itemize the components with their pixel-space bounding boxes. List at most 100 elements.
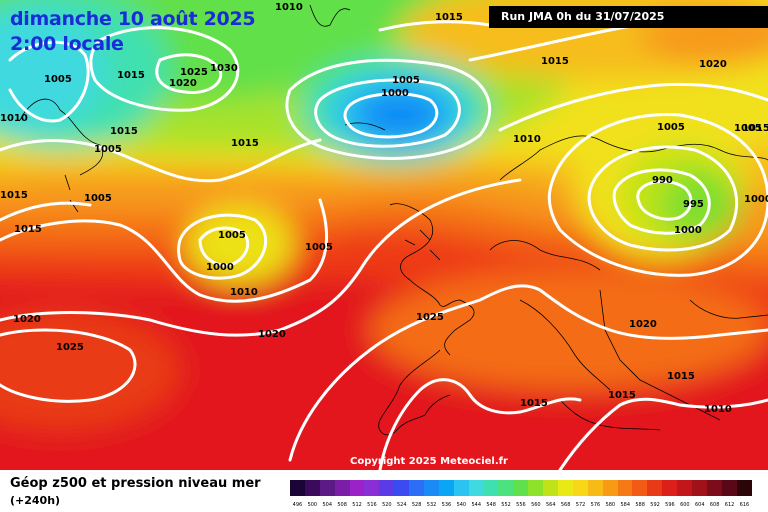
legend-tick-label: 504	[322, 502, 333, 508]
legend-tick-label: 532	[426, 502, 437, 508]
isobar-label: 1025	[56, 342, 84, 353]
forecast-local-time: 2:00 locale	[10, 33, 124, 55]
legend-swatch	[617, 480, 633, 496]
footer-bar: Géop z500 et pression niveau mer (+240h)…	[0, 470, 768, 512]
legend-swatch	[319, 480, 335, 496]
legend-swatch	[394, 480, 410, 496]
legend-swatch	[736, 480, 752, 496]
legend-tick-label: 508	[337, 502, 347, 508]
isobar-label: 1010	[704, 404, 732, 415]
legend-swatch	[290, 480, 305, 496]
isobar-label: 1010	[0, 113, 28, 124]
legend-color-bar	[290, 480, 752, 496]
isobar-label: 1020	[699, 59, 727, 70]
isobar-label: 1005	[94, 144, 122, 155]
legend-swatch	[468, 480, 484, 496]
legend-tick-label: 568	[560, 502, 571, 508]
legend-swatch	[349, 480, 365, 496]
legend-swatch	[364, 480, 380, 496]
legend-tick-label: 604	[694, 502, 705, 508]
isobar-label: 1025	[180, 67, 208, 78]
legend-tick-label: 572	[575, 502, 586, 508]
isobar-label: 990	[652, 175, 673, 186]
isobar-label: 1020	[13, 314, 41, 325]
legend-swatch	[632, 480, 648, 496]
legend-tick-label: 580	[605, 502, 616, 508]
legend-tick-label: 592	[650, 502, 660, 508]
legend-tick-label: 520	[382, 502, 392, 508]
legend-tick-label: 584	[620, 502, 631, 508]
isobar-label: 1020	[629, 319, 657, 330]
isobar-label: 1015	[608, 390, 636, 401]
isobar-label: 1020	[258, 329, 286, 340]
isobar-label: 995	[683, 199, 704, 210]
legend-tick-label: 512	[352, 502, 362, 508]
coastlines	[19, 4, 768, 436]
isobar-label: 1010	[230, 287, 258, 298]
legend-swatch	[677, 480, 693, 496]
legend-tick-label: 516	[367, 502, 377, 508]
legend-swatch	[334, 480, 350, 496]
isobar-label: 1000	[381, 88, 409, 99]
legend-tick-label: 616	[739, 502, 750, 508]
legend-swatch	[304, 480, 320, 496]
isobar-label: 1010	[513, 134, 541, 145]
isobar-label: 1000	[674, 225, 702, 236]
legend-tick-label: 588	[635, 502, 645, 508]
isobar-label: 1005	[218, 230, 246, 241]
geopotential-map: 1010 1015 1015 1005 1015 1020 1025 1030 …	[0, 0, 768, 470]
pressure-labels: 1010 1015 1015 1005 1015 1020 1025 1030 …	[0, 2, 768, 415]
isobar-label: 1015	[110, 126, 138, 137]
chart-title: Géop z500 et pression niveau mer	[10, 476, 261, 491]
legend-tick-label: 540	[456, 502, 467, 508]
isobars	[0, 15, 768, 470]
legend-tick-label: 612	[724, 502, 735, 508]
isobar-label: 1015	[231, 138, 259, 149]
legend-tick-label: 556	[516, 502, 526, 508]
legend-tick-label: 608	[709, 502, 720, 508]
forecast-date: dimanche 10 août 2025	[10, 8, 256, 30]
isobar-label: 1015	[0, 190, 28, 201]
isobar-label: 1005	[392, 75, 420, 86]
legend-swatch	[706, 480, 722, 496]
legend-tick-label: 600	[680, 502, 690, 508]
isobar-label: 1015	[667, 371, 695, 382]
isobar-label: 1010	[275, 2, 303, 13]
copyright-text: Copyright 2025 Meteociel.fr	[350, 456, 508, 467]
legend-tick-label: 548	[486, 502, 496, 508]
isobar-label: 1030	[210, 63, 238, 74]
legend-swatch	[409, 480, 425, 496]
legend-swatch	[662, 480, 678, 496]
isobar-label: 1015	[14, 224, 42, 235]
legend-swatch	[483, 480, 499, 496]
isobar-label: 1005	[305, 242, 333, 253]
legend-tick-label: 560	[531, 502, 541, 508]
isobar-label: 1005	[657, 122, 685, 133]
isobar-label: 1005	[734, 123, 762, 134]
legend-tick-label: 496	[292, 502, 303, 508]
isobar-label: 1020	[169, 78, 197, 89]
legend-tick-label: 544	[471, 502, 482, 508]
legend-tick-label: 552	[501, 502, 511, 508]
legend-swatch	[498, 480, 514, 496]
legend-swatch	[528, 480, 544, 496]
legend-swatch	[558, 480, 573, 496]
legend-tick-label: 524	[396, 502, 407, 508]
isobar-label: 1015	[435, 12, 463, 23]
isobar-label: 1005	[84, 193, 112, 204]
legend-swatch	[647, 480, 663, 496]
legend-tick-label: 528	[411, 502, 422, 508]
isobar-label: 1015	[117, 70, 145, 81]
legend-swatch	[513, 480, 529, 496]
legend-tick-label: 596	[665, 502, 675, 508]
legend-tick-label: 576	[590, 502, 601, 508]
legend-swatch	[721, 480, 737, 496]
color-scale-legend: 496 500 504 508 512 516 520 524 528 532 536 540 544 5…	[290, 480, 760, 512]
legend-swatch	[572, 480, 588, 496]
isobar-label: 1005	[44, 74, 72, 85]
isobar-label: 1000	[744, 194, 768, 205]
legend-swatch	[424, 480, 439, 496]
forecast-lead-time: (+240h)	[10, 494, 61, 507]
legend-swatch	[602, 480, 618, 496]
